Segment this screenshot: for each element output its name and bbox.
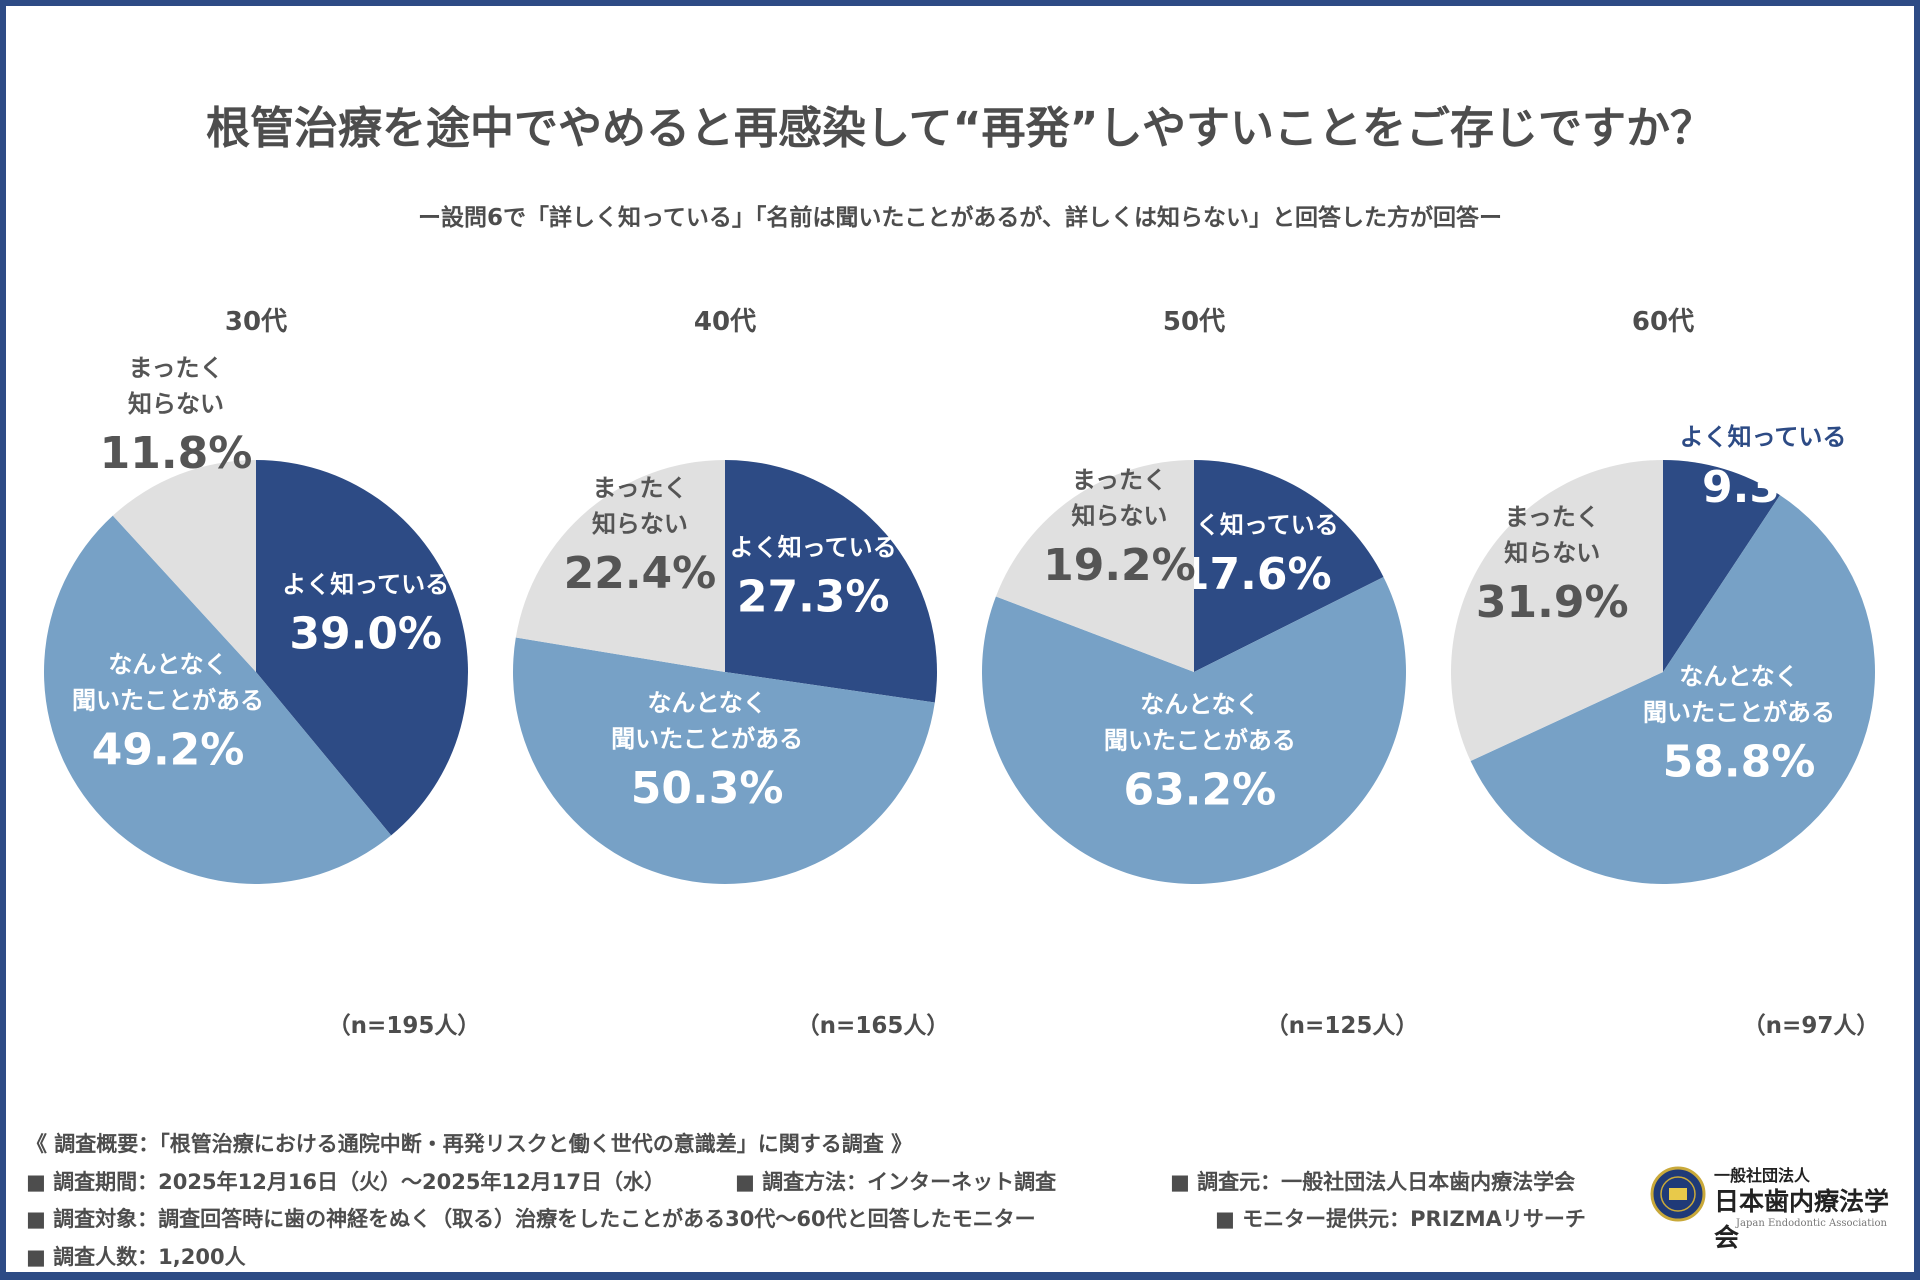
pie-slice — [44, 515, 392, 884]
slice-category: 知らない — [592, 510, 688, 538]
page-title: 根管治療を途中でやめると再感染して“再発”しやすいことをご存じですか？ — [205, 103, 1715, 154]
slice-percent: 50.3% — [631, 763, 784, 814]
subtitle: ー設問6で「詳しく知っている」「名前は聞いたことがあるが、詳しくは知らない」と回… — [418, 205, 1502, 231]
footer-method: ■ 調査方法：インターネット調査 — [735, 1170, 1057, 1194]
slice-category: 聞いたことがある — [611, 725, 803, 753]
slice-category: 聞いたことがある — [1104, 726, 1296, 754]
slice-category: まったく — [592, 474, 687, 502]
slice-percent: 58.8% — [1663, 736, 1816, 787]
slice-category: 聞いたことがある — [1643, 698, 1835, 726]
logo-english: Japan Endodontic Association — [1736, 1218, 1887, 1229]
pie-slice — [515, 460, 725, 672]
slice-category: なんとなく — [1679, 662, 1798, 690]
footer-count: ■ 調査人数：1,200人 — [26, 1245, 246, 1269]
slice-category: まったく — [1072, 466, 1167, 494]
slice-percent: 39.0% — [289, 609, 442, 660]
pie-slice — [112, 460, 257, 672]
slice-percent: 11.8% — [100, 428, 253, 479]
sample-size-label: （n=195人） — [328, 1012, 481, 1039]
slice-category: なんとなく — [647, 689, 766, 717]
slice-category: 知らない — [1071, 502, 1167, 530]
slice-category: 聞いたことがある — [72, 687, 264, 715]
slice-percent: 27.3% — [737, 572, 890, 623]
pie-slice — [982, 576, 1406, 884]
sample-size-label: （n=165人） — [797, 1012, 950, 1039]
slice-percent: 9.3% — [1702, 462, 1824, 513]
pie-title: 40代 — [694, 307, 756, 337]
slice-label: よく知っている 9.3% — [1678, 421, 1849, 513]
footer-overview: 《 調査概要：「根管治療における通院中断・再発リスクと働く世代の意識差」に関する… — [26, 1132, 913, 1156]
slice-label: よく知っている 17.6% — [1172, 511, 1339, 600]
association-emblem-icon — [1650, 1166, 1706, 1222]
pie-title: 30代 — [225, 307, 287, 337]
slice-category: なんとなく — [108, 651, 227, 679]
slice-percent: 49.2% — [92, 725, 245, 776]
slice-category: まったく — [128, 354, 223, 382]
slice-category: よく知っている — [1680, 423, 1847, 451]
logo-small-text: 一般社団法人 — [1714, 1166, 1811, 1185]
pie-slice — [256, 460, 468, 836]
slice-category: よく知っている — [730, 534, 897, 562]
slice-label: よく知っている 39.0% — [282, 571, 449, 660]
slice-category: まったく — [1505, 503, 1600, 531]
footer-organizer: ■ 調査元：一般社団法人日本歯内療法学会 — [1170, 1170, 1576, 1194]
pie-slice — [513, 637, 935, 884]
pie-title: 60代 — [1632, 307, 1694, 337]
pie-slice — [1663, 460, 1780, 672]
footer-provider: ■ モニター提供元：PRIZMAリサーチ — [1215, 1207, 1586, 1231]
slice-percent: 22.4% — [564, 548, 717, 599]
slice-percent: 63.2% — [1124, 764, 1277, 815]
pie-slice — [1194, 460, 1384, 672]
pie-slice — [725, 460, 937, 703]
pie-slice — [1451, 460, 1663, 762]
slice-category: よく知っている — [1172, 511, 1339, 539]
slice-label: よく知っている 27.3% — [730, 534, 897, 623]
slice-category: なんとなく — [1140, 690, 1259, 718]
slice-category: 知らない — [128, 390, 224, 418]
slice-category: 知らない — [1504, 539, 1600, 567]
logo-name: 日本歯内療法学会 — [1714, 1187, 1890, 1252]
slice-percent: 17.6% — [1179, 549, 1332, 600]
association-logo: 一般社団法人 日本歯内療法学会 Japan Endodontic Associa… — [1650, 1162, 1910, 1252]
pie-slice — [1470, 495, 1876, 884]
sample-size-label: （n=125人） — [1266, 1012, 1419, 1039]
pie-slice — [995, 460, 1194, 672]
footer-period: ■ 調査期間：2025年12月16日（火）〜2025年12月17日（水） — [26, 1170, 665, 1194]
slice-percent: 19.2% — [1043, 540, 1196, 591]
slice-percent: 31.9% — [1476, 577, 1629, 628]
slice-category: よく知っている — [282, 571, 449, 599]
pie-title: 50代 — [1163, 307, 1225, 337]
footer-target: ■ 調査対象：調査回答時に歯の神経をぬく（取る）治療をしたことがある30代〜60… — [26, 1207, 1036, 1231]
sample-size-label: （n=97人） — [1743, 1012, 1880, 1039]
